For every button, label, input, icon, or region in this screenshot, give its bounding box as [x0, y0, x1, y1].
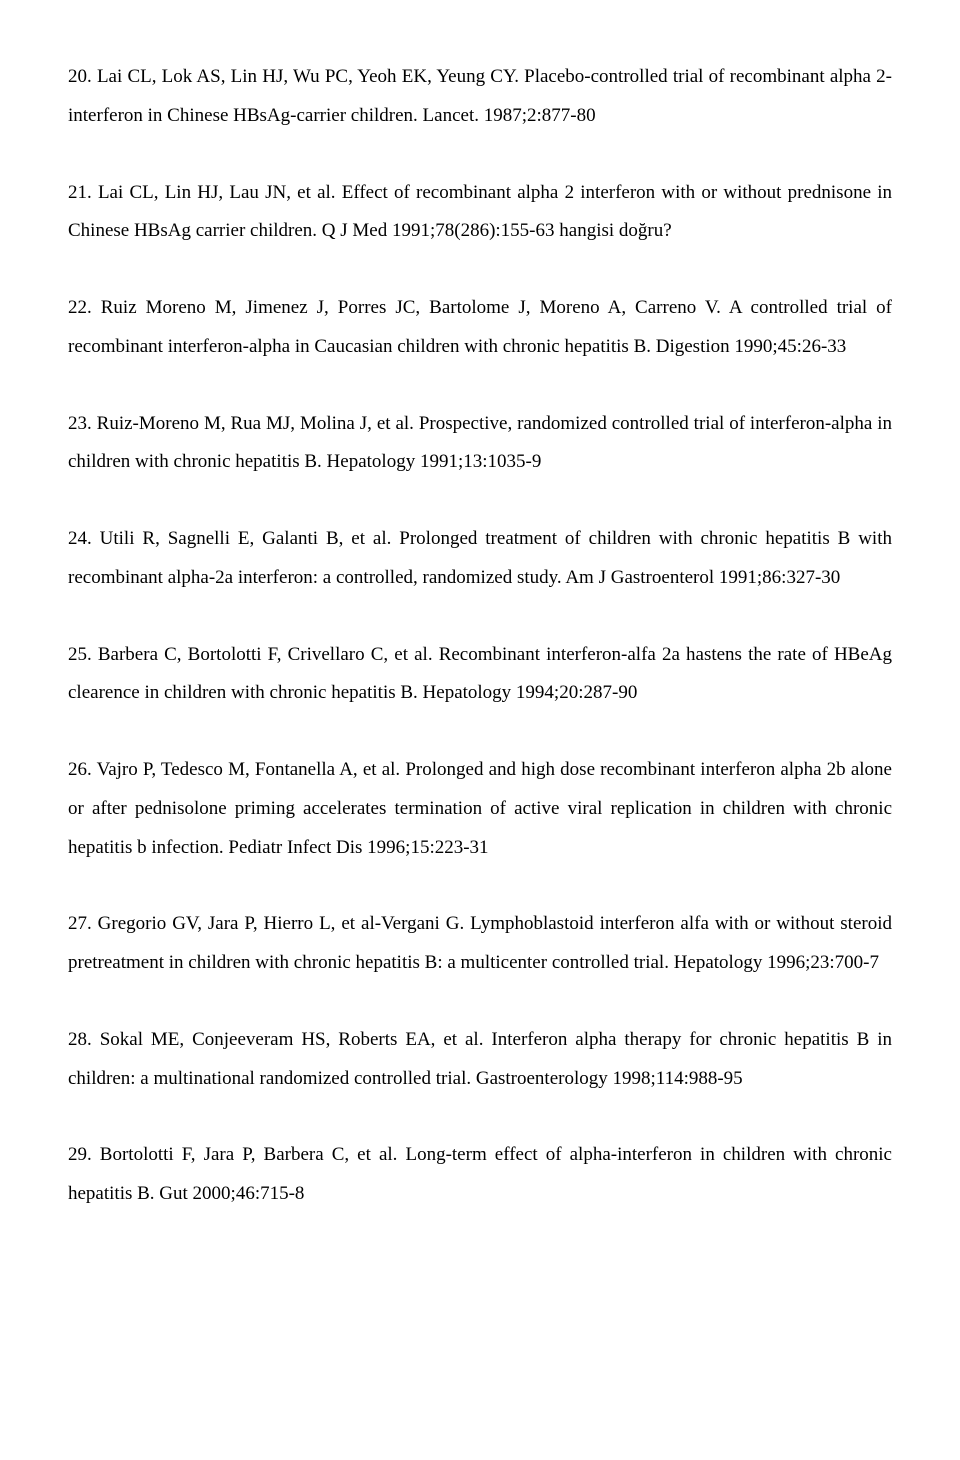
reference-22: 22. Ruiz Moreno M, Jimenez J, Porres JC,…: [68, 289, 892, 367]
reference-25: 25. Barbera C, Bortolotti F, Crivellaro …: [68, 636, 892, 714]
reference-23: 23. Ruiz-Moreno M, Rua MJ, Molina J, et …: [68, 405, 892, 483]
reference-20: 20. Lai CL, Lok AS, Lin HJ, Wu PC, Yeoh …: [68, 58, 892, 136]
reference-29: 29. Bortolotti F, Jara P, Barbera C, et …: [68, 1136, 892, 1214]
reference-27: 27. Gregorio GV, Jara P, Hierro L, et al…: [68, 905, 892, 983]
reference-21: 21. Lai CL, Lin HJ, Lau JN, et al. Effec…: [68, 174, 892, 252]
reference-28: 28. Sokal ME, Conjeeveram HS, Roberts EA…: [68, 1021, 892, 1099]
reference-26: 26. Vajro P, Tedesco M, Fontanella A, et…: [68, 751, 892, 867]
reference-24: 24. Utili R, Sagnelli E, Galanti B, et a…: [68, 520, 892, 598]
